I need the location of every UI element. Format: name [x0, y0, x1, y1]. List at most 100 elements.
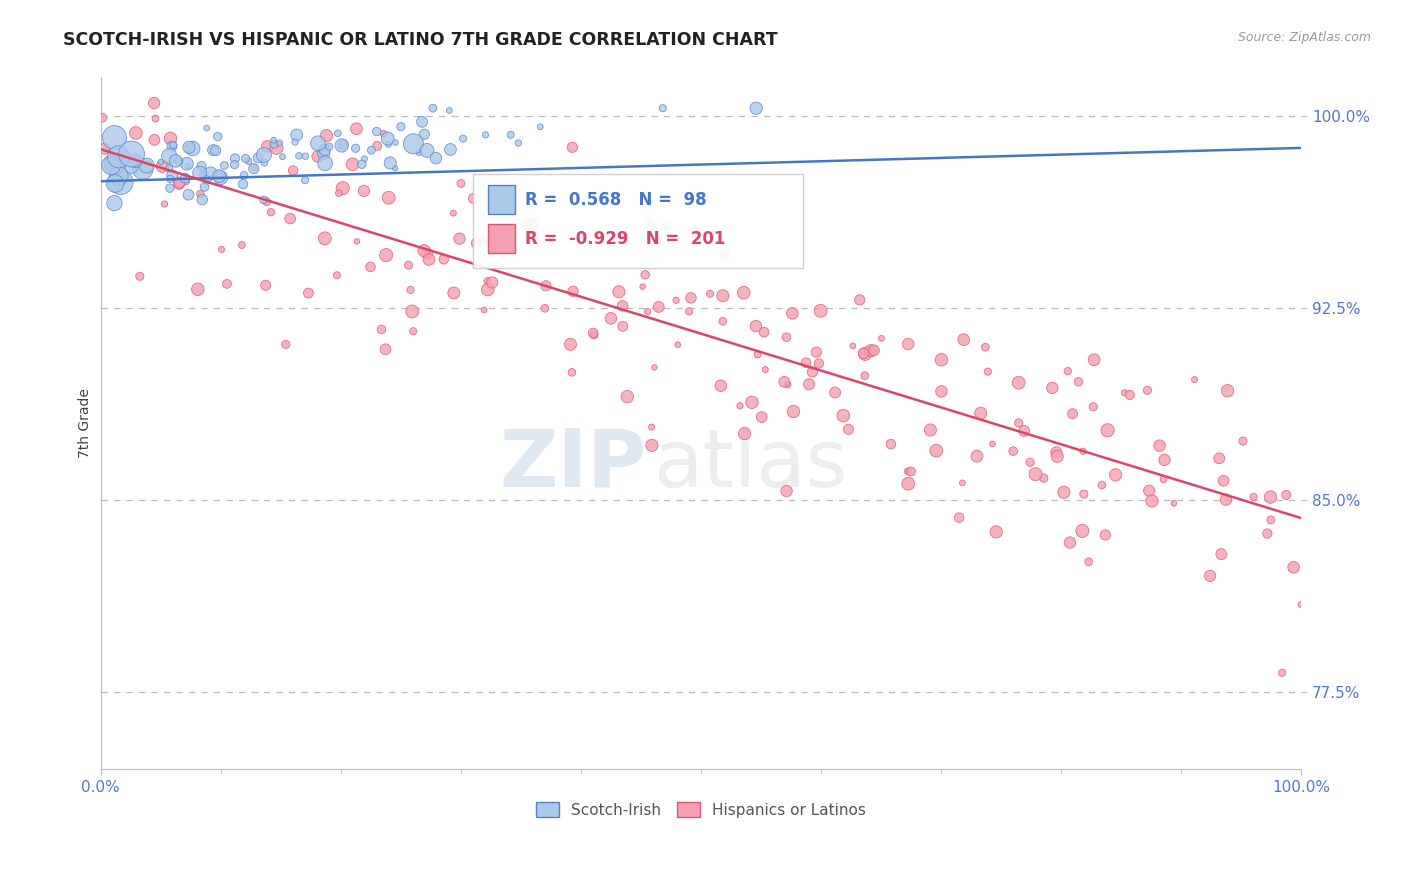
Point	[600, 311, 623, 326]
Point	[465, 236, 488, 251]
Point	[157, 149, 180, 163]
Point	[1067, 375, 1090, 389]
Point	[297, 286, 319, 301]
Point	[824, 385, 846, 400]
Point	[1119, 388, 1142, 402]
Point	[679, 291, 702, 305]
Point	[562, 285, 585, 299]
Point	[209, 170, 232, 185]
Point	[952, 475, 974, 490]
Point	[103, 196, 125, 211]
Point	[215, 277, 238, 291]
Point	[1032, 471, 1054, 485]
Point	[187, 282, 209, 296]
Point	[190, 186, 212, 201]
Point	[159, 131, 181, 145]
Text: R =  -0.929   N =  201: R = -0.929 N = 201	[524, 229, 725, 248]
Point	[640, 215, 662, 229]
Point	[1077, 555, 1099, 569]
Point	[643, 360, 665, 375]
Point	[1215, 492, 1237, 507]
Point	[177, 159, 200, 173]
Point	[294, 149, 316, 163]
Point	[312, 146, 335, 161]
Point	[1071, 444, 1094, 458]
Point	[1007, 376, 1029, 390]
Point	[952, 333, 974, 347]
Point	[191, 167, 214, 181]
Point	[104, 157, 127, 171]
Point	[853, 368, 876, 383]
Point	[135, 159, 157, 173]
Point	[121, 147, 143, 161]
Point	[1199, 569, 1222, 583]
Point	[859, 343, 882, 358]
Point	[1211, 547, 1233, 561]
Point	[477, 274, 499, 288]
Point	[1184, 373, 1206, 387]
Point	[100, 158, 122, 172]
Point	[977, 365, 1000, 379]
Point	[104, 177, 127, 191]
Point	[125, 126, 148, 140]
Point	[648, 300, 671, 314]
Point	[328, 186, 350, 201]
Point	[441, 206, 464, 220]
Point	[1056, 364, 1078, 378]
Point	[1012, 424, 1035, 438]
Point	[398, 258, 420, 272]
Point	[274, 337, 297, 351]
Point	[384, 136, 406, 150]
Point	[165, 153, 187, 168]
Point	[377, 191, 399, 205]
Point	[651, 101, 673, 115]
Point	[733, 285, 755, 300]
Point	[177, 187, 200, 202]
Point	[714, 248, 737, 262]
Point	[439, 103, 461, 118]
Point	[450, 177, 472, 191]
Point	[344, 141, 367, 155]
Point	[318, 139, 340, 153]
Point	[157, 161, 180, 176]
Point	[482, 229, 505, 244]
Point	[370, 322, 392, 336]
Point	[471, 235, 494, 250]
Point	[920, 423, 942, 437]
Point	[353, 152, 375, 166]
Point	[508, 136, 530, 150]
Y-axis label: 7th Grade: 7th Grade	[79, 388, 93, 458]
Point	[612, 299, 634, 313]
Point	[418, 252, 440, 267]
Text: ZIP: ZIP	[499, 425, 647, 504]
Point	[880, 437, 903, 451]
Point	[263, 133, 285, 147]
Point	[986, 524, 1008, 539]
Point	[842, 339, 865, 353]
Point	[637, 304, 659, 318]
Point	[745, 101, 768, 115]
Point	[411, 115, 433, 129]
Point	[243, 161, 266, 176]
Point	[870, 331, 893, 345]
Point	[188, 166, 211, 180]
Point	[710, 378, 733, 392]
Point	[897, 464, 920, 478]
Point	[177, 140, 200, 154]
Point	[263, 137, 285, 152]
Point	[232, 177, 254, 191]
Point	[1019, 455, 1042, 469]
Point	[281, 163, 304, 178]
Point	[233, 169, 256, 183]
Point	[1271, 665, 1294, 680]
Point	[402, 324, 425, 338]
Point	[699, 286, 721, 301]
Point	[307, 149, 329, 163]
Point	[711, 314, 734, 328]
Point	[443, 285, 465, 300]
Point	[776, 377, 799, 392]
Point	[474, 128, 496, 142]
Point	[1149, 439, 1171, 453]
Point	[655, 219, 678, 234]
Point	[149, 155, 172, 169]
